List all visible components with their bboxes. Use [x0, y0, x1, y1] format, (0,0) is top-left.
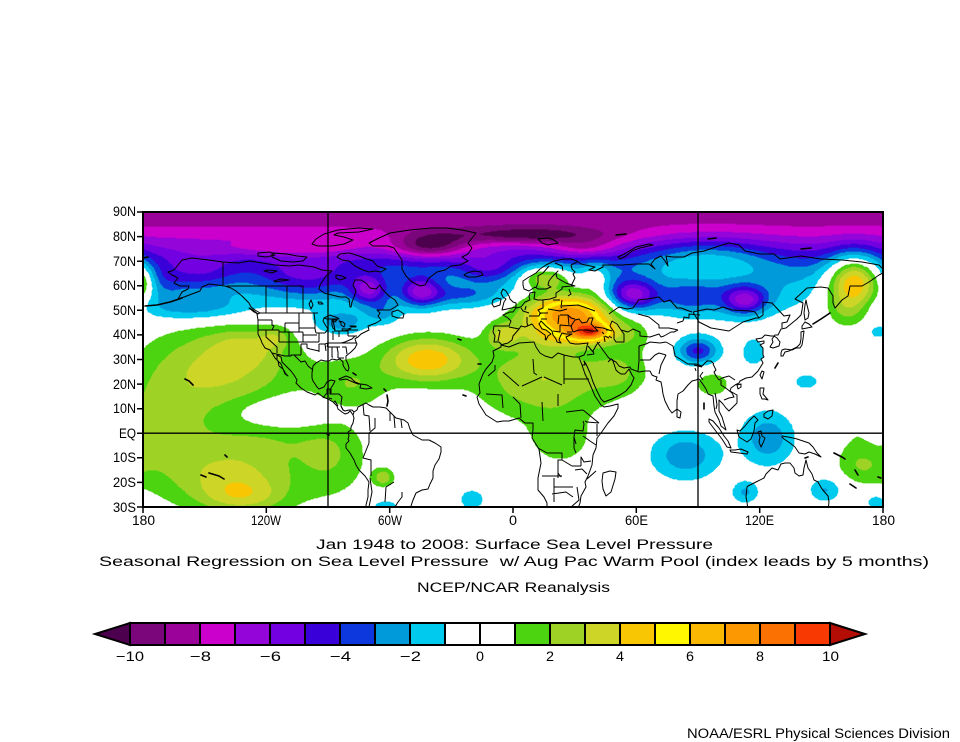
svg-text:NOAA/ESRL Physical Sciences Di: NOAA/ESRL Physical Sciences Division: [687, 726, 950, 741]
svg-text:70N: 70N: [113, 254, 136, 269]
svg-text:180: 180: [872, 513, 895, 528]
svg-text:Seasonal Regression on Sea Lev: Seasonal Regression on Sea Level Pressur…: [99, 554, 929, 569]
svg-text:EQ: EQ: [119, 426, 136, 441]
svg-text:60E: 60E: [625, 513, 648, 528]
svg-text:0: 0: [509, 513, 517, 528]
svg-text:30S: 30S: [113, 500, 136, 515]
svg-text:10: 10: [822, 649, 839, 664]
svg-text:120E: 120E: [745, 513, 774, 528]
svg-text:40N: 40N: [113, 327, 136, 342]
svg-text:60W: 60W: [378, 513, 402, 528]
svg-text:50N: 50N: [113, 303, 136, 318]
svg-text:20N: 20N: [113, 377, 136, 392]
svg-text:60N: 60N: [113, 278, 136, 293]
svg-text:30N: 30N: [113, 352, 136, 367]
svg-text:2: 2: [546, 649, 554, 664]
svg-text:20S: 20S: [113, 475, 136, 490]
svg-text:80N: 80N: [113, 229, 136, 244]
svg-text:−2: −2: [400, 649, 421, 664]
svg-text:Jan 1948 to 2008: Surface Sea: Jan 1948 to 2008: Surface Sea Level Pres…: [316, 537, 713, 552]
svg-text:0: 0: [476, 649, 484, 664]
svg-text:−10: −10: [116, 649, 144, 664]
svg-text:10N: 10N: [113, 401, 136, 416]
svg-text:10S: 10S: [113, 450, 136, 465]
svg-text:6: 6: [686, 649, 694, 664]
svg-text:90N: 90N: [113, 204, 136, 219]
svg-text:8: 8: [756, 649, 764, 664]
svg-text:−4: −4: [330, 649, 352, 664]
svg-text:−6: −6: [260, 649, 281, 664]
svg-text:NCEP/NCAR Reanalysis: NCEP/NCAR Reanalysis: [417, 580, 610, 595]
svg-text:4: 4: [616, 649, 625, 664]
svg-text:180: 180: [132, 513, 155, 528]
svg-text:120W: 120W: [251, 513, 281, 528]
svg-text:−8: −8: [190, 649, 211, 664]
